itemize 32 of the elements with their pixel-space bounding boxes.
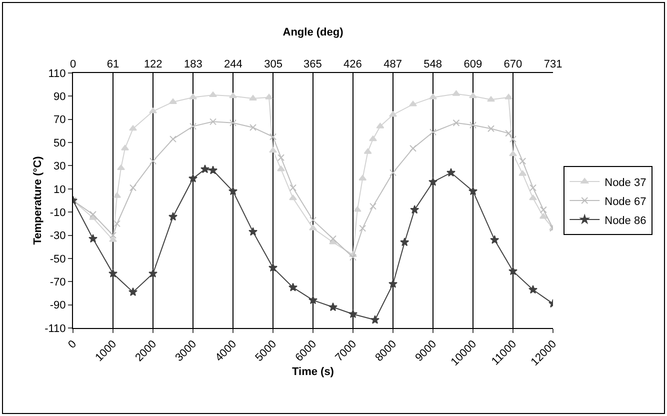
y-tick-label: -50 <box>50 253 66 266</box>
x2-tick-label: 426 <box>344 58 362 71</box>
y-tick-label: 50 <box>54 137 66 150</box>
x2-tick-label: 548 <box>424 58 442 71</box>
y-tick-label: 70 <box>54 114 66 126</box>
x2-tick-label: 731 <box>544 58 562 71</box>
x2-tick-label: 305 <box>264 58 282 71</box>
y-tick-label: -70 <box>50 276 66 288</box>
x2-tick-label: 122 <box>144 58 162 71</box>
x2-tick-label: 0 <box>70 58 76 71</box>
y-tick-label: 30 <box>54 160 66 173</box>
x-axis-title: Time (s) <box>292 366 334 378</box>
y-tick-label: -110 <box>44 322 66 335</box>
y-tick-label: 90 <box>54 91 66 104</box>
y-tick-label: -90 <box>50 300 66 312</box>
x2-tick-label: 670 <box>504 58 522 71</box>
x2-tick-label: 609 <box>464 58 482 71</box>
y-tick-label: -30 <box>50 230 66 242</box>
y-tick-label: 10 <box>54 184 66 196</box>
x2-tick-label: 61 <box>106 58 120 71</box>
x2-tick-label: 183 <box>184 58 202 71</box>
x2-axis-title: Angle (deg) <box>282 26 344 38</box>
x-tick-label: 0 <box>66 338 80 352</box>
y-tick-label: -10 <box>50 206 66 219</box>
x2-tick-label: 244 <box>224 58 242 71</box>
x2-tick-label: 365 <box>303 58 322 71</box>
legend-label: Node 86 <box>604 214 646 227</box>
y-axis-title: Temperature (°C) <box>32 156 44 245</box>
y-tick-label: 110 <box>48 68 66 80</box>
legend-label: Node 37 <box>604 176 646 189</box>
legend-label: Node 67 <box>604 196 646 208</box>
x2-tick-label: 487 <box>384 58 402 71</box>
